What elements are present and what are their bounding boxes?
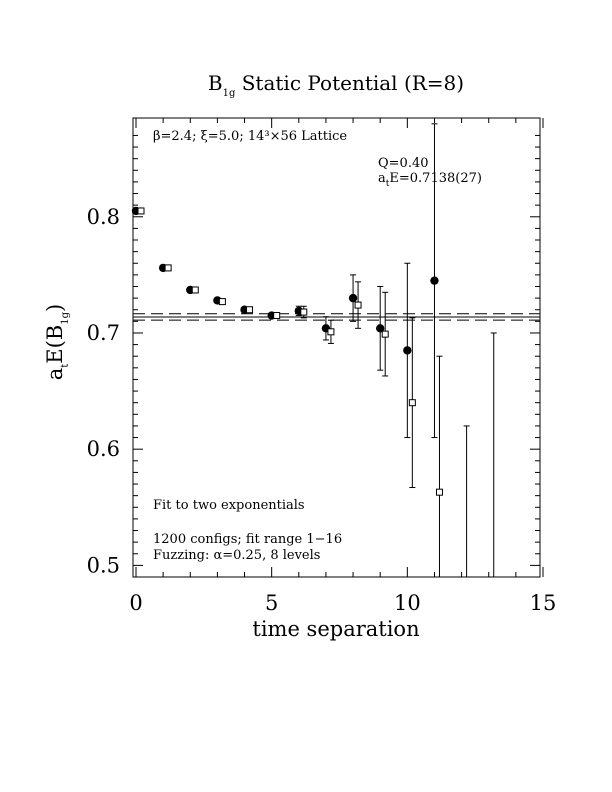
plot-frame (132, 117, 541, 578)
data-point (273, 312, 281, 320)
data-point (354, 301, 362, 309)
chart-title: B1g Static Potential (R=8) (208, 71, 464, 99)
axis-ticks (133, 118, 544, 578)
x-tick-labels: 0 5 10 15 (129, 591, 556, 615)
data-point (435, 488, 443, 496)
data-point (403, 346, 412, 355)
fit-band (133, 313, 540, 321)
fit-annotation: Fit to two exponentials (153, 498, 305, 513)
data-point (164, 264, 172, 272)
lattice-annotation: β=2.4; ξ=5.0; 14³×56 Lattice (153, 129, 347, 144)
data-point (246, 306, 254, 314)
y-axis-label: atE(B1g) (43, 304, 71, 381)
fuzzing-annotation: Fuzzing: α=0.25, 8 levels (153, 548, 320, 563)
configs-annotation: 1200 configs; fit range 1−16 (153, 532, 342, 547)
data-point (300, 308, 308, 316)
y-tick-labels: 0.5 0.6 0.7 0.8 (87, 205, 120, 578)
y-tick-label: 0.6 (87, 437, 120, 461)
data-point (381, 330, 389, 338)
data-marks (131, 123, 497, 577)
x-tick-label: 15 (530, 591, 557, 615)
data-point (327, 328, 335, 336)
x-tick-label: 0 (129, 591, 142, 615)
data-point (430, 276, 439, 285)
data-point (191, 286, 199, 294)
data-point (218, 298, 226, 306)
data-point (137, 207, 145, 215)
data-point (376, 324, 385, 333)
data-point (348, 293, 358, 303)
x-tick-label: 5 (265, 591, 278, 615)
data-point (408, 399, 416, 407)
y-tick-label: 0.8 (87, 205, 120, 229)
energy-annotation: atE=0.7138(27) (378, 171, 482, 189)
x-axis-label: time separation (252, 617, 419, 641)
x-tick-label: 10 (394, 591, 421, 615)
y-tick-label: 0.7 (87, 321, 120, 345)
q-annotation: Q=0.40 (378, 156, 429, 171)
y-tick-label: 0.5 (87, 553, 120, 577)
